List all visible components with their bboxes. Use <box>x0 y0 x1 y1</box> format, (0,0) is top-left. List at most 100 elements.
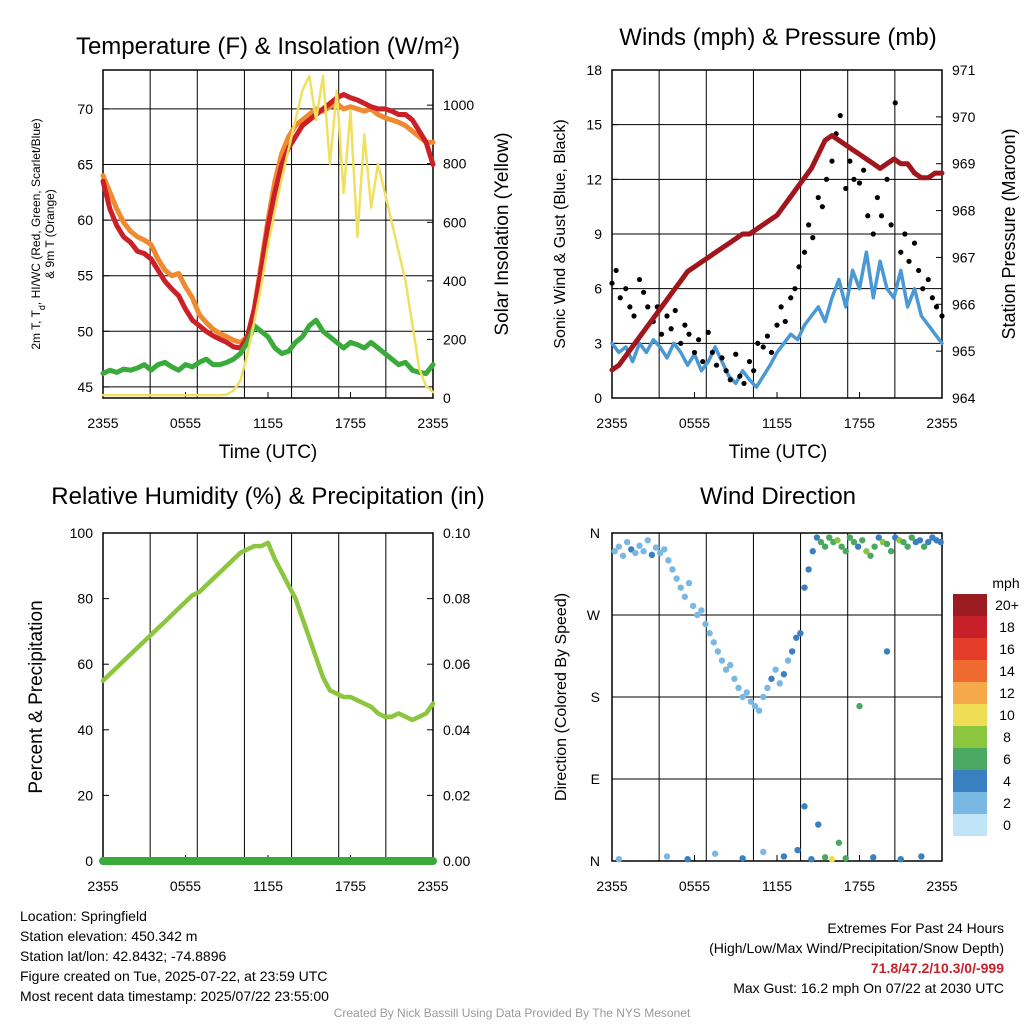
gust-point <box>723 368 729 374</box>
series-line <box>610 250 944 389</box>
colorbar-swatch <box>953 792 987 814</box>
gust-point <box>768 349 775 356</box>
gust-point <box>806 222 812 228</box>
direction-point <box>661 546 668 553</box>
colorbar-swatch <box>953 594 987 616</box>
direction-point <box>702 620 709 628</box>
direction-point <box>925 538 932 546</box>
gust-point <box>709 349 715 356</box>
direction-point <box>710 639 717 646</box>
gust-point <box>920 286 926 292</box>
direction-point <box>632 549 639 557</box>
direction-point <box>897 855 904 863</box>
chart-title: Winds (mph) & Pressure (mb) <box>619 24 936 51</box>
y-tick-label-right: 964 <box>952 390 976 406</box>
y-axis-label: Sonic Wind & Gust (Blue, Black) <box>552 119 569 348</box>
y-tick-label-right: 600 <box>443 214 467 230</box>
y-tick-label: 50 <box>77 323 93 339</box>
extremes-values: 71.8/47.2/10.3/0/-999 <box>870 960 1004 976</box>
y-tick-label: 9 <box>594 226 602 242</box>
station-latlon: Station lat/lon: 42.8432; -74.8896 <box>20 948 227 964</box>
credit-line: Created By Nick Bassill Using Data Provi… <box>333 1006 691 1020</box>
gust-point <box>856 180 863 186</box>
direction-point <box>731 675 738 682</box>
extremes-title: Extremes For Past 24 Hours <box>827 920 1004 936</box>
y-tick-label-right: 965 <box>952 343 976 359</box>
series-line <box>609 133 945 373</box>
y-tick-label-right: 0.04 <box>443 722 470 738</box>
direction-point <box>751 702 759 710</box>
direction-point <box>760 848 767 856</box>
direction-point <box>883 540 891 548</box>
y-tick-label-right: 800 <box>443 156 467 172</box>
gust-point <box>774 322 780 328</box>
direction-point <box>681 593 689 600</box>
colorbar-swatch <box>953 748 987 770</box>
gust-point <box>737 373 743 379</box>
gust-point <box>796 264 802 270</box>
y-axis-label-line2: & 9m T (Orange) <box>43 189 57 279</box>
direction-point <box>739 855 746 862</box>
direction-point <box>817 538 825 546</box>
colorbar-swatch <box>953 682 987 704</box>
direction-point <box>904 543 911 550</box>
winds-panel: 2355 0555 1155 1755 2355 Winds (mph) & Pressu… <box>552 24 1019 463</box>
direction-point <box>793 634 800 641</box>
gust-point <box>911 240 918 246</box>
x-tick-label: 1155 <box>762 415 792 431</box>
y-tick-label-right: 1000 <box>443 97 474 113</box>
y-axis-label: 2m T, Td, HI/WC (Red, Green, Scarlet/Blu… <box>29 118 47 349</box>
gust-point <box>705 329 711 335</box>
direction-point <box>850 538 858 546</box>
gust-point <box>929 295 935 301</box>
direction-point <box>826 534 833 541</box>
gust-point <box>672 307 678 314</box>
direction-point <box>875 534 882 541</box>
y-axis-label-part: , HI/WC (Red, Green, Scarlet/Blue) <box>29 118 43 305</box>
direction-point <box>689 602 697 610</box>
gust-point <box>939 313 945 319</box>
direction-point <box>711 850 719 857</box>
direction-point <box>821 854 829 861</box>
y-tick-label: 0 <box>594 390 602 406</box>
y-tick-label: S <box>591 689 600 705</box>
humidity-panel: 2355 0555 1155 1755 2355 Relative Humidity (%… <box>26 483 485 894</box>
colorbar-label: 8 <box>1003 729 1011 745</box>
direction-point <box>743 689 750 696</box>
gust-point <box>847 158 853 164</box>
gust-point <box>861 167 867 173</box>
direction-point <box>663 853 671 860</box>
gust-point <box>609 280 615 286</box>
direction-point <box>784 657 792 664</box>
colorbar-label: 16 <box>999 641 1015 657</box>
direction-point <box>854 543 862 550</box>
y-tick-label: 0 <box>85 853 93 869</box>
y-tick-label: 45 <box>77 379 93 395</box>
direction-point <box>648 551 656 559</box>
gust-point <box>760 344 766 350</box>
extremes-subtitle: (High/Low/Max Wind/Precipitation/Snow De… <box>709 940 1004 956</box>
gust-point <box>865 213 871 219</box>
gust-point <box>810 235 816 241</box>
direction-point <box>615 855 623 863</box>
x-tick-label: 0555 <box>679 878 710 894</box>
gust-point <box>906 258 912 264</box>
x-tick-label: 0555 <box>170 415 201 431</box>
direction-point <box>747 698 755 705</box>
gust-point <box>823 176 830 182</box>
chart-title: Temperature (F) & Insolation (W/m²) <box>76 33 460 60</box>
direction-point <box>828 855 836 863</box>
y-tick-label-right: 969 <box>952 156 976 172</box>
series-line <box>101 74 435 397</box>
colorbar-swatch <box>953 726 987 748</box>
direction-point <box>867 552 874 559</box>
colorbar-label: 18 <box>999 619 1015 635</box>
y-tick-label: 6 <box>594 281 602 297</box>
gust-point <box>746 358 753 365</box>
x-tick-label: 2355 <box>417 415 448 431</box>
direction-point <box>764 684 771 692</box>
direction-point <box>656 549 664 557</box>
direction-point <box>780 671 788 678</box>
gust-point <box>829 158 835 164</box>
y-tick-label: 40 <box>77 722 93 738</box>
